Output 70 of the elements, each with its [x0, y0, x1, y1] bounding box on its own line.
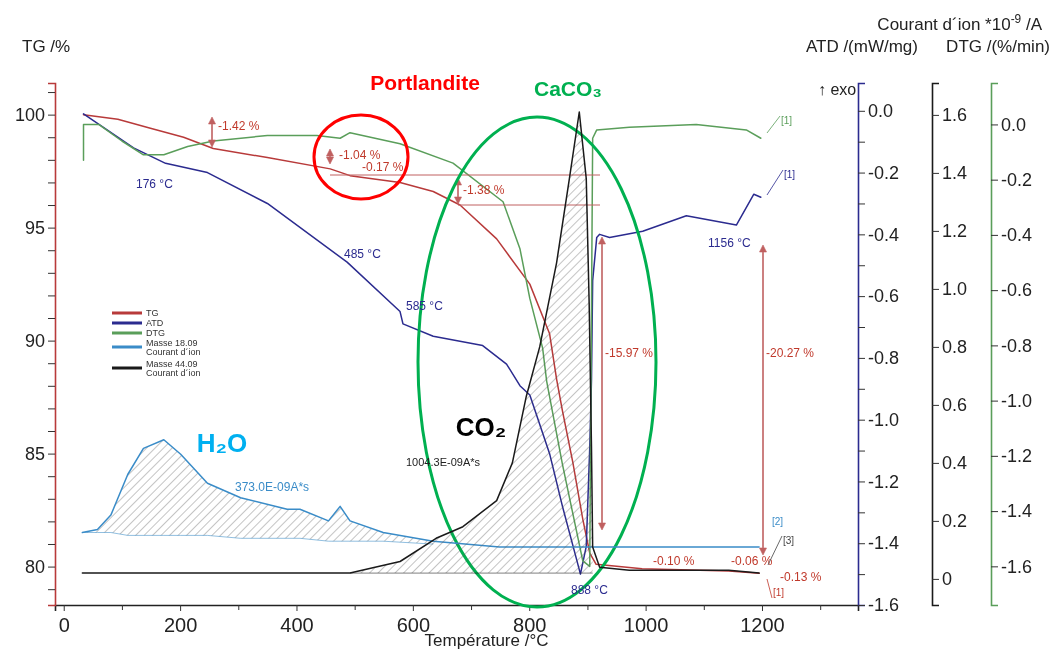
y3-tick-label: -1.6 [1001, 556, 1033, 577]
x-axis-title: Température /°C [424, 631, 549, 650]
y2-tick-label: -0.6 [868, 286, 900, 307]
annotation: [2] [772, 516, 784, 527]
y-tick-label: 80 [24, 556, 45, 577]
y-tick-label: 0.6 [942, 395, 968, 416]
y3-axis-title: DTG /(%/min) [946, 37, 1050, 56]
annotation: 373.0E-09A*s [235, 480, 310, 494]
annotation: H₂O [196, 428, 248, 458]
annotation: -0.17 % [362, 160, 404, 174]
annotation: -0.10 % [653, 554, 695, 568]
y2-tick-label: -1.6 [868, 595, 900, 616]
y-tick-label: 0.4 [942, 453, 968, 474]
annotation: ↑ exo [818, 81, 857, 98]
y-tick-label: 1.4 [942, 163, 968, 184]
y2-axis-title: ATD /(mW/mg) [805, 37, 918, 56]
y3-tick-label: -0.6 [1001, 280, 1033, 301]
annotation: -1.04 % [339, 148, 381, 162]
x-tick-label: 200 [163, 614, 198, 636]
x-tick-label: 1000 [623, 614, 669, 636]
annotation: [1] [781, 115, 793, 126]
annotation: Portlandite [370, 71, 480, 94]
annotation: 485 °C [344, 247, 382, 261]
y-tick-label: 0.8 [942, 337, 968, 358]
legend-label: Masse 18.09 Courant d´ion [146, 338, 201, 357]
y3-tick-label: -0.2 [1001, 169, 1033, 190]
y-tick-label: 1.0 [942, 279, 968, 300]
annotation: CaCO₃ [533, 77, 603, 100]
annotation: [1] [784, 169, 796, 180]
y-tick-label: 85 [24, 443, 45, 464]
y2-tick-label: 0.0 [868, 101, 894, 122]
annotation: [1] [773, 587, 785, 598]
x-tick-label: 400 [280, 614, 314, 636]
annotation: -1.38 % [463, 183, 505, 197]
legend-label: Masse 44.09 Courant d´ion [146, 359, 201, 378]
annotation: 176 °C [136, 177, 174, 191]
y3-tick-label: 0.0 [1001, 114, 1027, 135]
legend-label: ATD [146, 318, 164, 328]
y-tick-label: 1.6 [942, 105, 968, 126]
annotation: [3] [783, 535, 795, 546]
annotation: -1.42 % [218, 119, 260, 133]
y2-tick-label: -1.2 [868, 471, 900, 492]
y-tick-label: 100 [14, 104, 45, 125]
y-tick-label: 95 [24, 217, 45, 238]
y2-tick-label: -0.8 [868, 348, 900, 369]
annotation: -0.06 % [731, 554, 773, 568]
y-tick-label: 0 [942, 569, 953, 590]
x-tick-label: 1200 [740, 614, 785, 636]
y-tick-label: 0.2 [942, 511, 968, 532]
y-tick-label: 1.2 [942, 221, 968, 242]
annotation: -20.27 % [766, 346, 815, 360]
y-axis-title: TG /% [22, 37, 71, 56]
y2-tick-label: -1.0 [868, 409, 900, 430]
annotation: -0.13 % [780, 570, 822, 584]
legend-label: TG [146, 308, 159, 318]
y2-tick-label: -1.4 [868, 533, 900, 554]
y3-tick-label: -0.8 [1001, 335, 1033, 356]
y2-tick-label: -0.2 [868, 162, 900, 183]
y3-tick-label: -1.4 [1001, 501, 1033, 522]
y3-tick-label: -0.4 [1001, 225, 1033, 246]
x-tick-label: 0 [58, 614, 70, 636]
y3-tick-label: -1.0 [1001, 390, 1033, 411]
y-axis-title: Courant d´ion *10$^{-9}$ /A [877, 12, 1043, 34]
annotation: 1156 °C [708, 236, 751, 250]
y-tick-label: 90 [24, 330, 45, 351]
annotation: CO₂ [455, 412, 507, 442]
legend-label: DTG [146, 328, 165, 338]
y3-tick-label: -1.2 [1001, 446, 1033, 467]
annotation: -15.97 % [605, 346, 654, 360]
y2-tick-label: -0.4 [868, 224, 900, 245]
